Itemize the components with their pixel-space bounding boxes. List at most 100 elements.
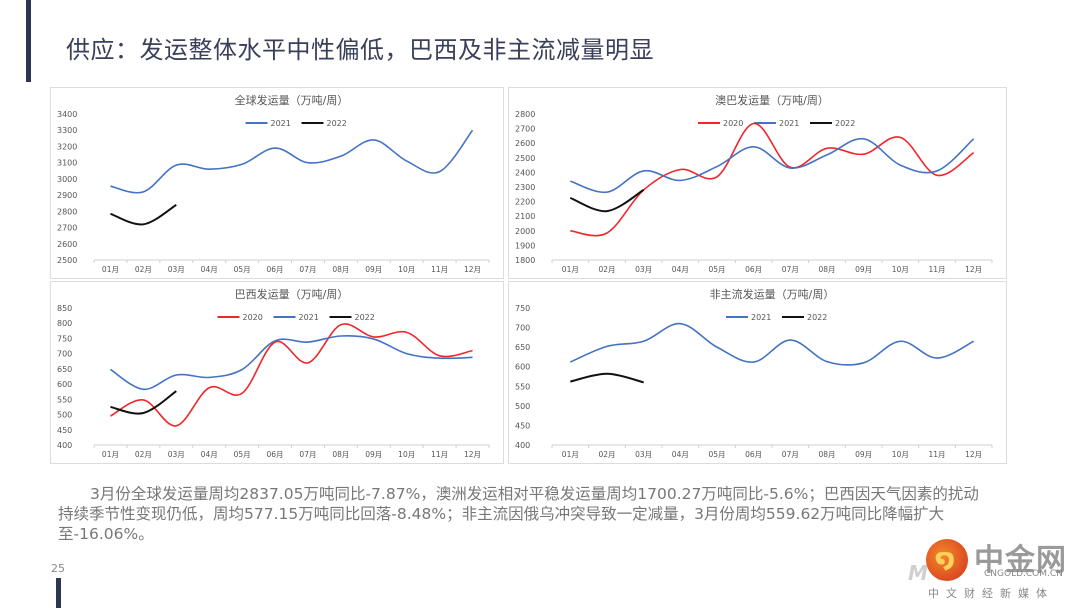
chart-title: 非主流发运量（万吨/周） <box>710 287 835 301</box>
chart-svg: 澳巴发运量（万吨/周） 1800 1900 2000 2100 2200 2300 2400 2… <box>515 93 993 274</box>
x-tick-label: 02月 <box>135 265 152 274</box>
y-tick-label: 2400 <box>515 168 535 177</box>
chart-aus-bra-shipments: 澳巴发运量（万吨/周） 1800 1900 2000 2100 2200 2300 2400 2… <box>508 87 1007 279</box>
y-tick-label: 700 <box>515 324 530 333</box>
logo-swirl-icon <box>926 539 968 581</box>
series-line-2022 <box>570 372 644 384</box>
logo-subtitle: 中文财经新媒体 <box>928 587 1054 600</box>
y-tick-label: 500 <box>515 402 530 411</box>
y-tick-label: 650 <box>515 343 530 352</box>
series-line-2021 <box>570 138 975 194</box>
y-tick-label: 2600 <box>57 240 77 249</box>
x-tick-label: 08月 <box>818 450 835 459</box>
y-tick-label: 600 <box>57 380 72 389</box>
x-tick-label: 01月 <box>562 450 579 459</box>
legend-label-2020: 2020 <box>243 313 263 322</box>
series-line-2022 <box>110 390 177 415</box>
legend-label-2021: 2021 <box>751 313 771 322</box>
y-tick-label: 2700 <box>515 125 535 134</box>
chart-global-shipments: 全球发运量（万吨/周） 2500 2600 2700 2800 2900 3000 3100 3… <box>50 87 504 279</box>
x-tick-label: 01月 <box>102 450 119 459</box>
y-tick-label: 700 <box>57 350 72 359</box>
x-tick-label: 06月 <box>745 450 762 459</box>
x-tick-label: 07月 <box>299 450 316 459</box>
logo-swirl-glyph: ໑ <box>935 544 956 574</box>
y-tick-label: 2500 <box>515 154 535 163</box>
x-tick-label: 10月 <box>398 265 415 274</box>
legend-label-2022: 2022 <box>327 119 347 128</box>
series-line-2020 <box>110 323 473 427</box>
x-tick-label: 11月 <box>928 450 945 459</box>
x-tick-label: 05月 <box>234 450 251 459</box>
x-tick-label: 09月 <box>855 450 872 459</box>
footer-accent-bar <box>56 578 61 608</box>
x-tick-label: 03月 <box>168 450 185 459</box>
x-tick-label: 09月 <box>365 450 382 459</box>
x-tick-label: 11月 <box>431 450 448 459</box>
x-tick-label: 10月 <box>892 450 909 459</box>
y-tick-label: 1900 <box>515 241 535 250</box>
chart-title: 澳巴发运量（万吨/周） <box>715 93 829 107</box>
x-tick-label: 10月 <box>398 450 415 459</box>
y-tick-label: 3100 <box>57 159 77 168</box>
x-tick-label: 12月 <box>464 265 481 274</box>
x-tick-label: 03月 <box>635 450 652 459</box>
x-tick-label: 12月 <box>965 450 982 459</box>
x-tick-label: 06月 <box>745 265 762 274</box>
x-tick-label: 07月 <box>782 450 799 459</box>
y-tick-label: 2800 <box>515 110 535 119</box>
legend-label-2022: 2022 <box>835 119 855 128</box>
x-tick-label: 08月 <box>818 265 835 274</box>
logo-main-text: 中金网 <box>974 543 1067 578</box>
page-title: 供应：发运整体水平中性偏低，巴西及非主流减量明显 <box>66 36 654 64</box>
x-tick-label: 01月 <box>562 265 579 274</box>
x-tick-label: 05月 <box>234 265 251 274</box>
x-tick-label: 05月 <box>708 265 725 274</box>
chart-title: 全球发运量（万吨/周） <box>235 93 349 107</box>
chart-svg: 全球发运量（万吨/周） 2500 2600 2700 2800 2900 3000 3100 3… <box>57 93 490 274</box>
x-tick-label: 04月 <box>672 265 689 274</box>
x-tick-label: 04月 <box>672 450 689 459</box>
page-number: 25 <box>51 562 65 575</box>
x-tick-label: 08月 <box>332 450 349 459</box>
y-tick-label: 3400 <box>57 110 77 119</box>
series-line-2022 <box>110 203 177 226</box>
legend-label-2022: 2022 <box>355 313 375 322</box>
y-tick-label: 2800 <box>57 207 77 216</box>
y-tick-label: 450 <box>57 426 72 435</box>
x-tick-label: 09月 <box>855 265 872 274</box>
series-line-2021 <box>110 129 474 194</box>
series-line-2021 <box>570 322 975 366</box>
x-tick-label: 05月 <box>708 450 725 459</box>
title-accent-bar <box>26 0 31 82</box>
x-tick-label: 02月 <box>135 450 152 459</box>
summary-paragraph: 3月份全球发运量周均2837.05万吨同比-7.87%，澳洲发运相对平稳发运量周… <box>58 485 979 543</box>
y-tick-label: 2900 <box>57 191 77 200</box>
y-tick-label: 750 <box>515 304 530 313</box>
x-tick-label: 04月 <box>201 450 218 459</box>
legend-label-2020: 2020 <box>723 119 743 128</box>
y-tick-label: 3000 <box>57 175 77 184</box>
y-tick-label: 2200 <box>515 198 535 207</box>
y-tick-label: 2300 <box>515 183 535 192</box>
x-tick-label: 09月 <box>365 265 382 274</box>
x-tick-label: 07月 <box>299 265 316 274</box>
legend-label-2021: 2021 <box>299 313 319 322</box>
x-tick-label: 01月 <box>102 265 119 274</box>
cngold-logo: M e ໑ 中金网 CNGOLD.COM.CN 中文财经新媒体 <box>908 535 1080 608</box>
series-line-2022 <box>569 189 645 213</box>
series-line-2020 <box>570 122 975 237</box>
y-tick-label: 850 <box>57 304 72 313</box>
x-tick-label: 02月 <box>598 450 615 459</box>
y-tick-label: 500 <box>57 411 72 420</box>
y-tick-label: 2100 <box>515 212 535 221</box>
x-tick-label: 10月 <box>892 265 909 274</box>
chart-svg: 巴西发运量（万吨/周） 400 450 500 550 600 650 700 750 800 85… <box>57 287 490 459</box>
x-tick-label: 08月 <box>332 265 349 274</box>
y-tick-label: 400 <box>57 441 72 450</box>
y-tick-label: 550 <box>515 382 530 391</box>
y-tick-label: 750 <box>57 334 72 343</box>
x-tick-label: 11月 <box>431 265 448 274</box>
y-tick-label: 650 <box>57 365 72 374</box>
legend-label-2021: 2021 <box>271 119 291 128</box>
